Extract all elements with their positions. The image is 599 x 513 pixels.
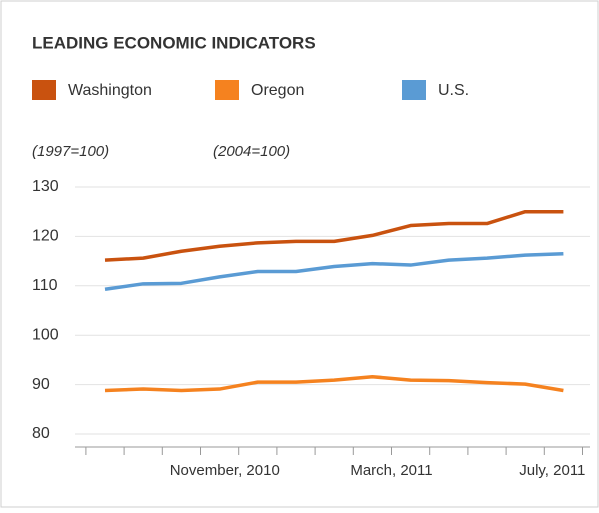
x-tick-label: March, 2011 <box>350 462 432 479</box>
x-tick-label: July, 2011 <box>519 462 585 479</box>
y-tick-label: 80 <box>32 425 50 442</box>
y-tick-label: 130 <box>32 178 59 195</box>
annotation: (2004=100) <box>213 143 290 160</box>
legend-label: U.S. <box>438 82 469 99</box>
y-tick-label: 120 <box>32 228 59 245</box>
y-tick-label: 110 <box>32 277 58 294</box>
line-series <box>104 374 564 393</box>
legend-label: Oregon <box>251 82 304 99</box>
x-tick-label: November, 2010 <box>170 462 280 479</box>
annotation: (1997=100) <box>32 143 109 160</box>
y-tick-label: 90 <box>32 376 50 393</box>
legend-swatch <box>215 80 239 100</box>
legend-label: Washington <box>68 82 152 99</box>
line-series <box>104 209 564 262</box>
line-series <box>104 251 564 291</box>
legend-swatch <box>32 80 56 100</box>
chart-title: LEADING ECONOMIC INDICATORS <box>32 33 316 52</box>
y-tick-label: 100 <box>32 326 59 343</box>
legend-swatch <box>402 80 426 100</box>
